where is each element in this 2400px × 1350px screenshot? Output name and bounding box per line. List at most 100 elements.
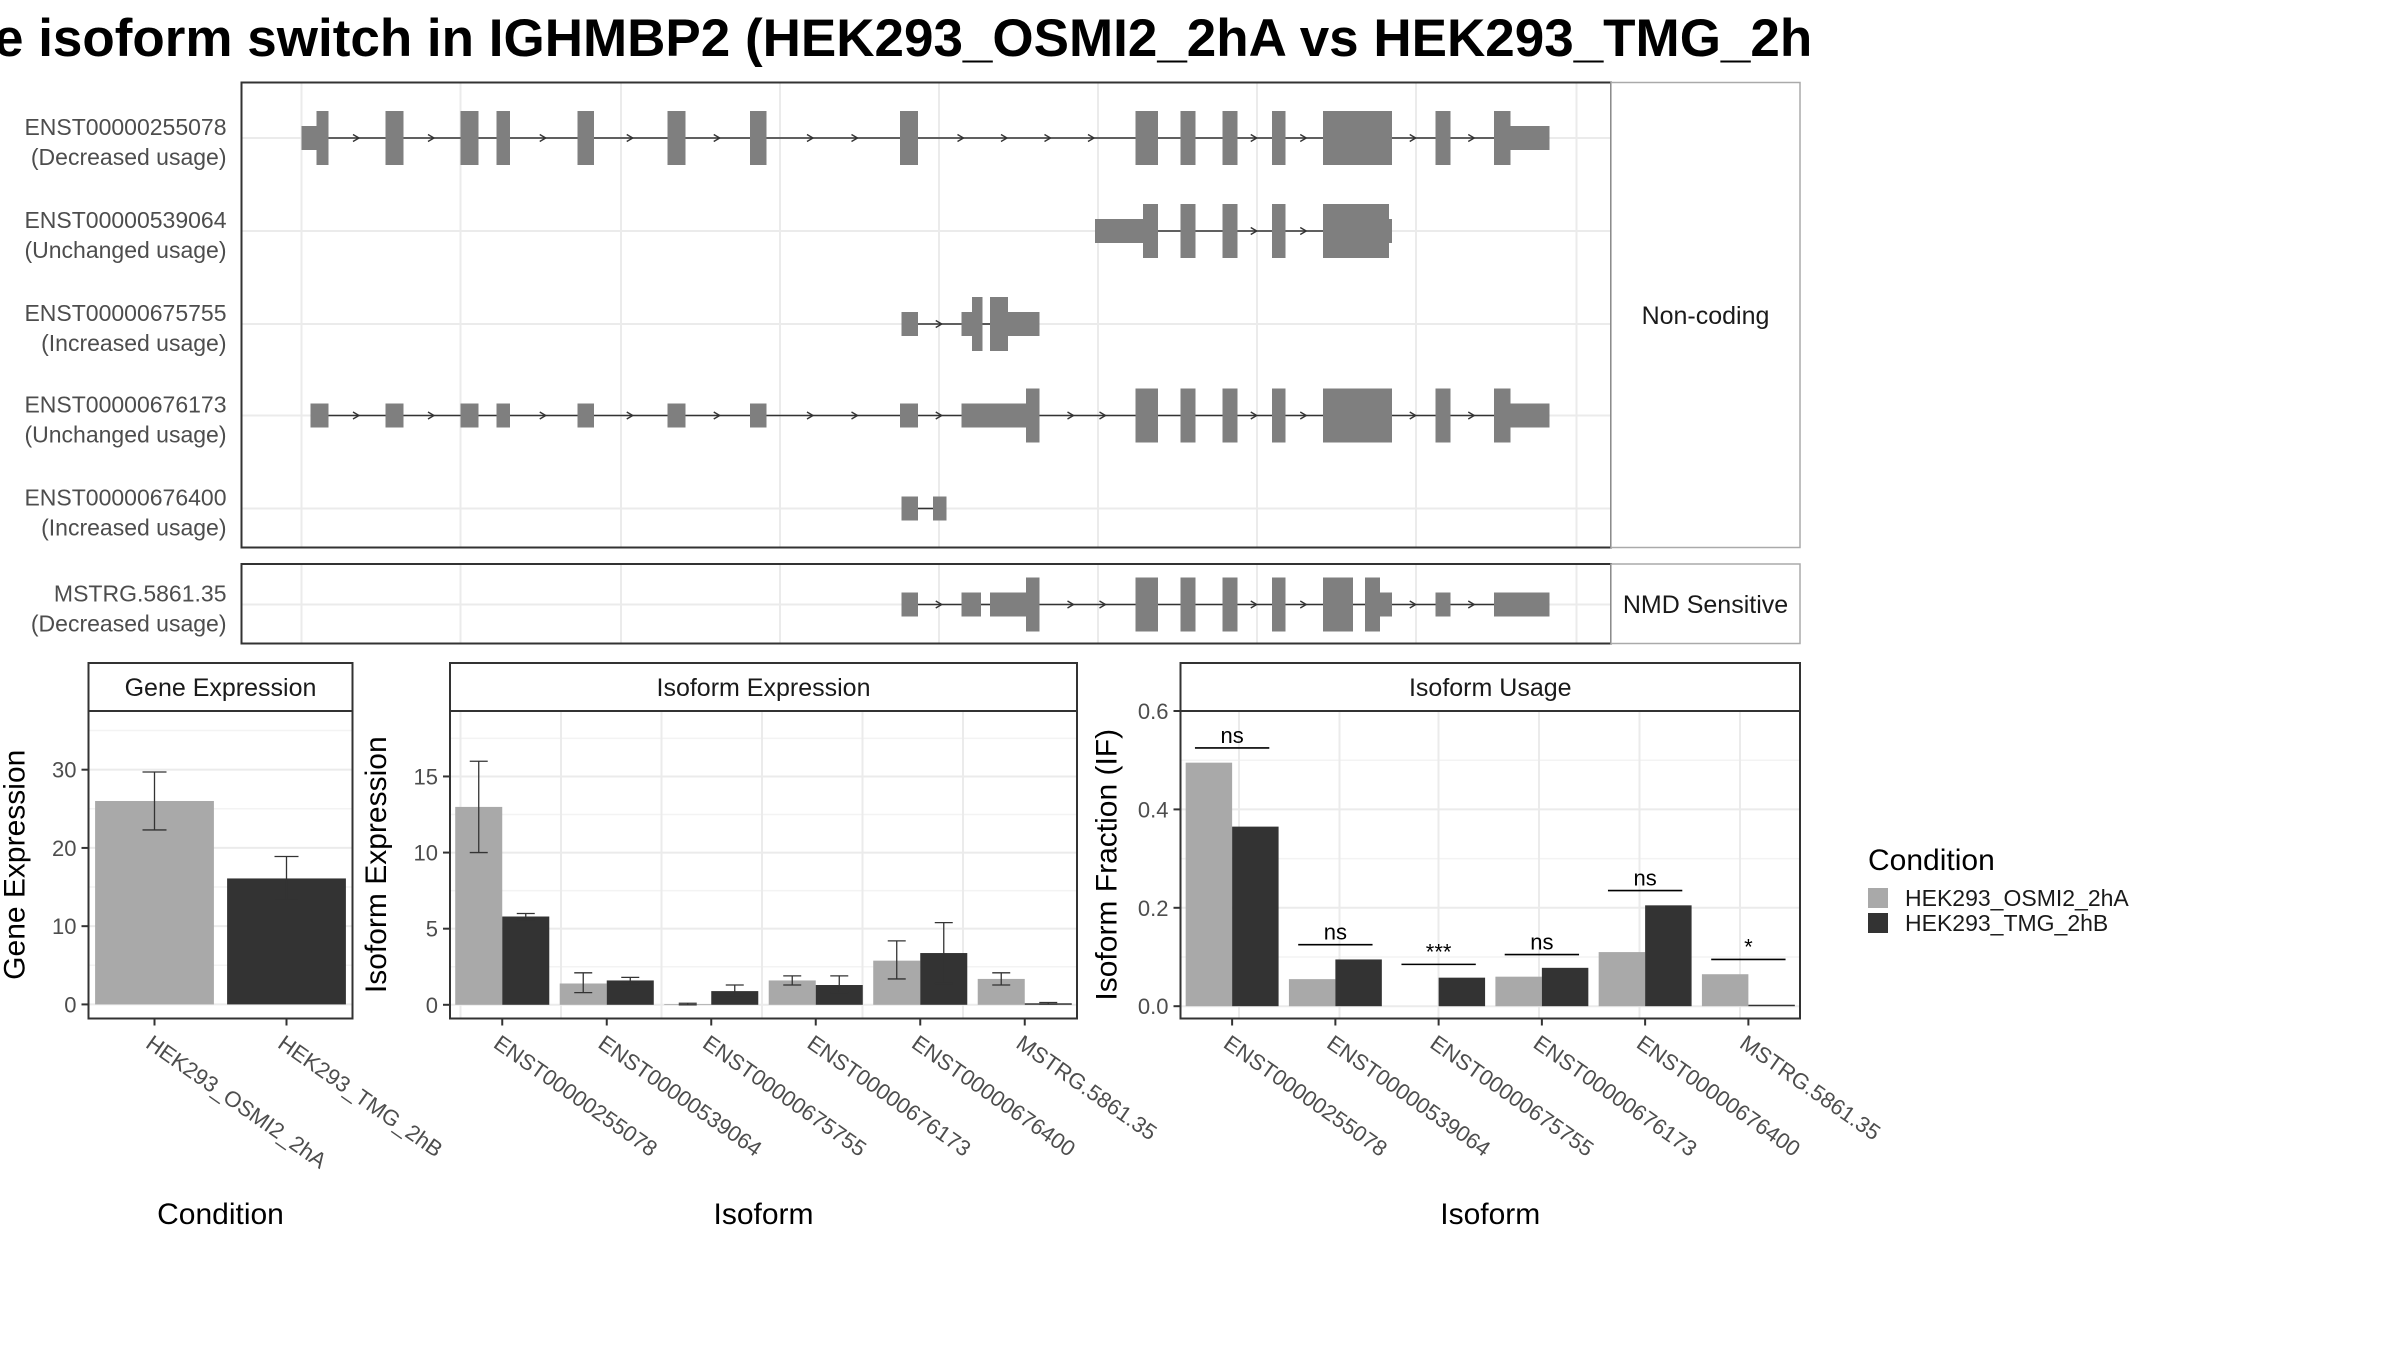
intron-direction-arrow	[851, 133, 859, 143]
y-tick-label: 0	[64, 992, 76, 1017]
intron-direction-arrow	[1409, 133, 1418, 143]
coding-exon	[1026, 577, 1040, 632]
intron-direction-arrow	[1467, 133, 1476, 143]
utr-exon	[310, 403, 329, 428]
structure-group-nmd-sensitive: MSTRG.5861.35 (Decreased usage) NMD Sensit…	[31, 563, 1801, 645]
utr-exon	[1510, 126, 1550, 150]
transcript-usage-label: (Unchanged usage)	[24, 422, 226, 448]
coding-exon	[1026, 388, 1040, 443]
bar-hek293-tmg-2hb-enst00000676173	[815, 985, 863, 1005]
plot-background	[1180, 711, 1800, 1019]
y-axis-title: Gene Expression	[0, 750, 32, 980]
utr-exon	[385, 403, 404, 428]
coding-exon	[1135, 111, 1158, 165]
strip-box	[449, 662, 1078, 712]
bar-hek293-tmg-2hb-enst00000539064	[1335, 959, 1382, 1007]
y-tick-label: 5	[426, 917, 438, 942]
coding-exon	[1135, 577, 1158, 632]
utr-exon	[1389, 219, 1392, 243]
legend-label-hek293-osmi2-2ha: HEK293_OSMI2_2hA	[1905, 885, 2129, 911]
utr-exon	[496, 403, 510, 428]
transcript-id-label: ENST00000676400	[24, 485, 226, 511]
y-tick-label: 10	[52, 914, 76, 939]
coding-exon	[750, 111, 767, 165]
x-axis-title: Isoform	[1440, 1198, 1540, 1231]
coding-exon	[1180, 388, 1196, 443]
utr-exon	[667, 403, 686, 428]
significance-label: ns	[1221, 723, 1244, 748]
y-tick-label: 20	[52, 836, 76, 861]
intron-direction-arrow	[713, 133, 722, 143]
transcript-usage-label: (Increased usage)	[41, 330, 226, 356]
utr-exon	[1008, 312, 1040, 336]
structure-panel-bg	[241, 82, 1611, 548]
coding-exon	[1222, 111, 1238, 165]
intron-direction-arrow	[851, 411, 859, 420]
coding-exon	[1222, 204, 1238, 258]
utr-exon	[990, 592, 1026, 617]
coding-exon	[1272, 577, 1286, 632]
intron-direction-arrow	[539, 133, 548, 143]
intron-direction-arrow	[935, 319, 944, 329]
y-tick-label: 0.6	[1138, 699, 1169, 724]
utr-exon	[961, 403, 1026, 428]
coding-exon	[1494, 111, 1511, 165]
utr-exon	[1510, 403, 1550, 428]
intron-direction-arrow	[626, 411, 635, 420]
bar-hek293-tmg-2hb-enst00000676173	[1541, 967, 1589, 1007]
coding-exon	[1180, 577, 1196, 632]
y-tick-label: 15	[414, 764, 438, 789]
bar-hek293-tmg-2hb-enst00000539064	[606, 980, 654, 1005]
significance-label: ***	[1426, 939, 1452, 964]
intron-direction-arrow	[1409, 411, 1418, 420]
bar-hek293-tmg-2hb-enst00000255078	[502, 916, 550, 1005]
bar-hek293-osmi2-2ha-enst00000539064	[1288, 979, 1336, 1007]
intron-direction-arrow	[1000, 133, 1009, 143]
coding-exon	[1180, 111, 1196, 165]
chart-title: Gene Expression	[125, 674, 317, 702]
y-tick-label: 10	[414, 841, 438, 866]
coding-exon	[990, 297, 1008, 351]
intron-direction-arrow	[1087, 133, 1096, 143]
utr-exon	[901, 312, 918, 336]
coding-exon	[1272, 111, 1286, 165]
coding-exon	[1323, 577, 1353, 632]
intron-direction-arrow	[1099, 411, 1107, 420]
transcript-id-label: MSTRG.5861.35	[54, 581, 227, 607]
intron-direction-arrow	[1250, 133, 1259, 143]
bar-hek293-osmi2-2ha	[95, 800, 214, 1005]
transcript-usage-label: (Decreased usage)	[31, 144, 227, 170]
intron-direction-arrow	[1299, 600, 1308, 609]
bar-hek293-osmi2-2ha-enst00000676173	[1495, 976, 1542, 1007]
utr-exon	[750, 403, 767, 428]
chart-title: Isoform Expression	[657, 674, 871, 702]
legend-swatch-hek293-tmg-2hb	[1868, 913, 1888, 933]
utr-exon	[900, 403, 918, 428]
y-tick-label: 0	[426, 993, 438, 1018]
strip-box	[1179, 662, 1801, 712]
coding-exon	[1494, 388, 1511, 443]
chart-isoform-usage: ns ns *** ns ns * Isoform Usage 0.0 0.2 0.4 0.6 Iso…	[1091, 662, 1885, 1231]
transcript-enst00000676173: ENST00000676173 (Unchanged usage)	[24, 388, 1550, 448]
bar-hek293-osmi2-2ha-enst00000676400	[1598, 952, 1646, 1007]
coding-exon	[1272, 204, 1286, 258]
coding-exon	[900, 111, 918, 165]
coding-exon	[1435, 388, 1451, 443]
utr-exon	[577, 403, 594, 428]
x-axis-title: Condition	[157, 1198, 284, 1231]
intron-direction-arrow	[626, 133, 635, 143]
intron-direction-arrow	[352, 411, 361, 420]
coding-exon	[1222, 388, 1238, 443]
legend-swatch-hek293-osmi2-2ha	[1868, 888, 1888, 908]
intron-direction-arrow	[1299, 133, 1308, 143]
figure-title: e isoform switch in IGHMBP2 (HEK293_OSMI…	[0, 9, 1812, 68]
bar-hek293-tmg-2hb-enst00000255078	[1232, 826, 1279, 1007]
coding-exon	[667, 111, 686, 165]
intron-direction-arrow	[1067, 600, 1075, 609]
coding-exon	[972, 297, 983, 351]
intron-direction-arrow	[352, 133, 361, 143]
coding-exon	[1323, 111, 1392, 165]
strip-box	[1610, 81, 1801, 549]
utr-exon	[933, 496, 947, 521]
